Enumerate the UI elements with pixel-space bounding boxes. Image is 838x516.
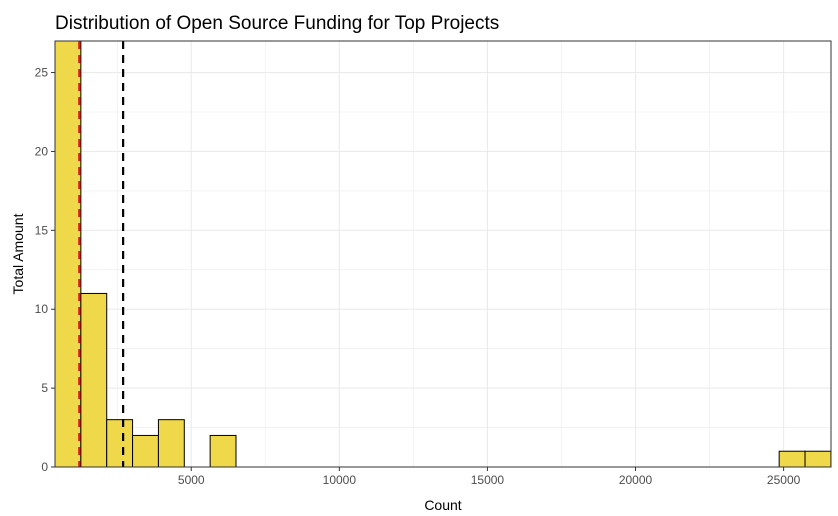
histogram-bar: [106, 419, 134, 468]
y-tick-label: 15: [35, 223, 49, 237]
histogram-bar: [80, 292, 108, 468]
histogram-bar: [157, 419, 185, 468]
x-tick-label: 25000: [767, 473, 801, 487]
x-axis-title: Count: [424, 497, 461, 513]
histogram-bar: [804, 450, 832, 468]
chart-title: Distribution of Open Source Funding for …: [55, 13, 499, 34]
y-tick-label: 25: [35, 66, 49, 80]
x-axis-ticks: 5000 10000 15000 20000 25000: [178, 467, 801, 487]
x-tick-label: 15000: [471, 473, 505, 487]
histogram-bar: [54, 40, 82, 468]
plot-panel-border: [54, 40, 832, 468]
y-tick-label: 20: [35, 144, 49, 158]
x-tick-label: 20000: [619, 473, 653, 487]
histogram-bar: [132, 434, 159, 468]
y-axis-ticks: 0 5 10 15 20 25: [35, 66, 55, 474]
x-tick-label: 5000: [178, 473, 205, 487]
y-tick-label: 10: [35, 302, 49, 316]
bars-group: [54, 40, 832, 468]
x-tick-label: 10000: [323, 473, 357, 487]
reference-lines: [78, 41, 125, 467]
grid-lines: [55, 41, 831, 468]
histogram-bar: [778, 450, 806, 468]
y-tick-label: 0: [41, 460, 48, 474]
y-tick-label: 5: [41, 381, 48, 395]
histogram-bar: [209, 434, 237, 468]
y-axis-title: Total Amount: [10, 213, 26, 294]
